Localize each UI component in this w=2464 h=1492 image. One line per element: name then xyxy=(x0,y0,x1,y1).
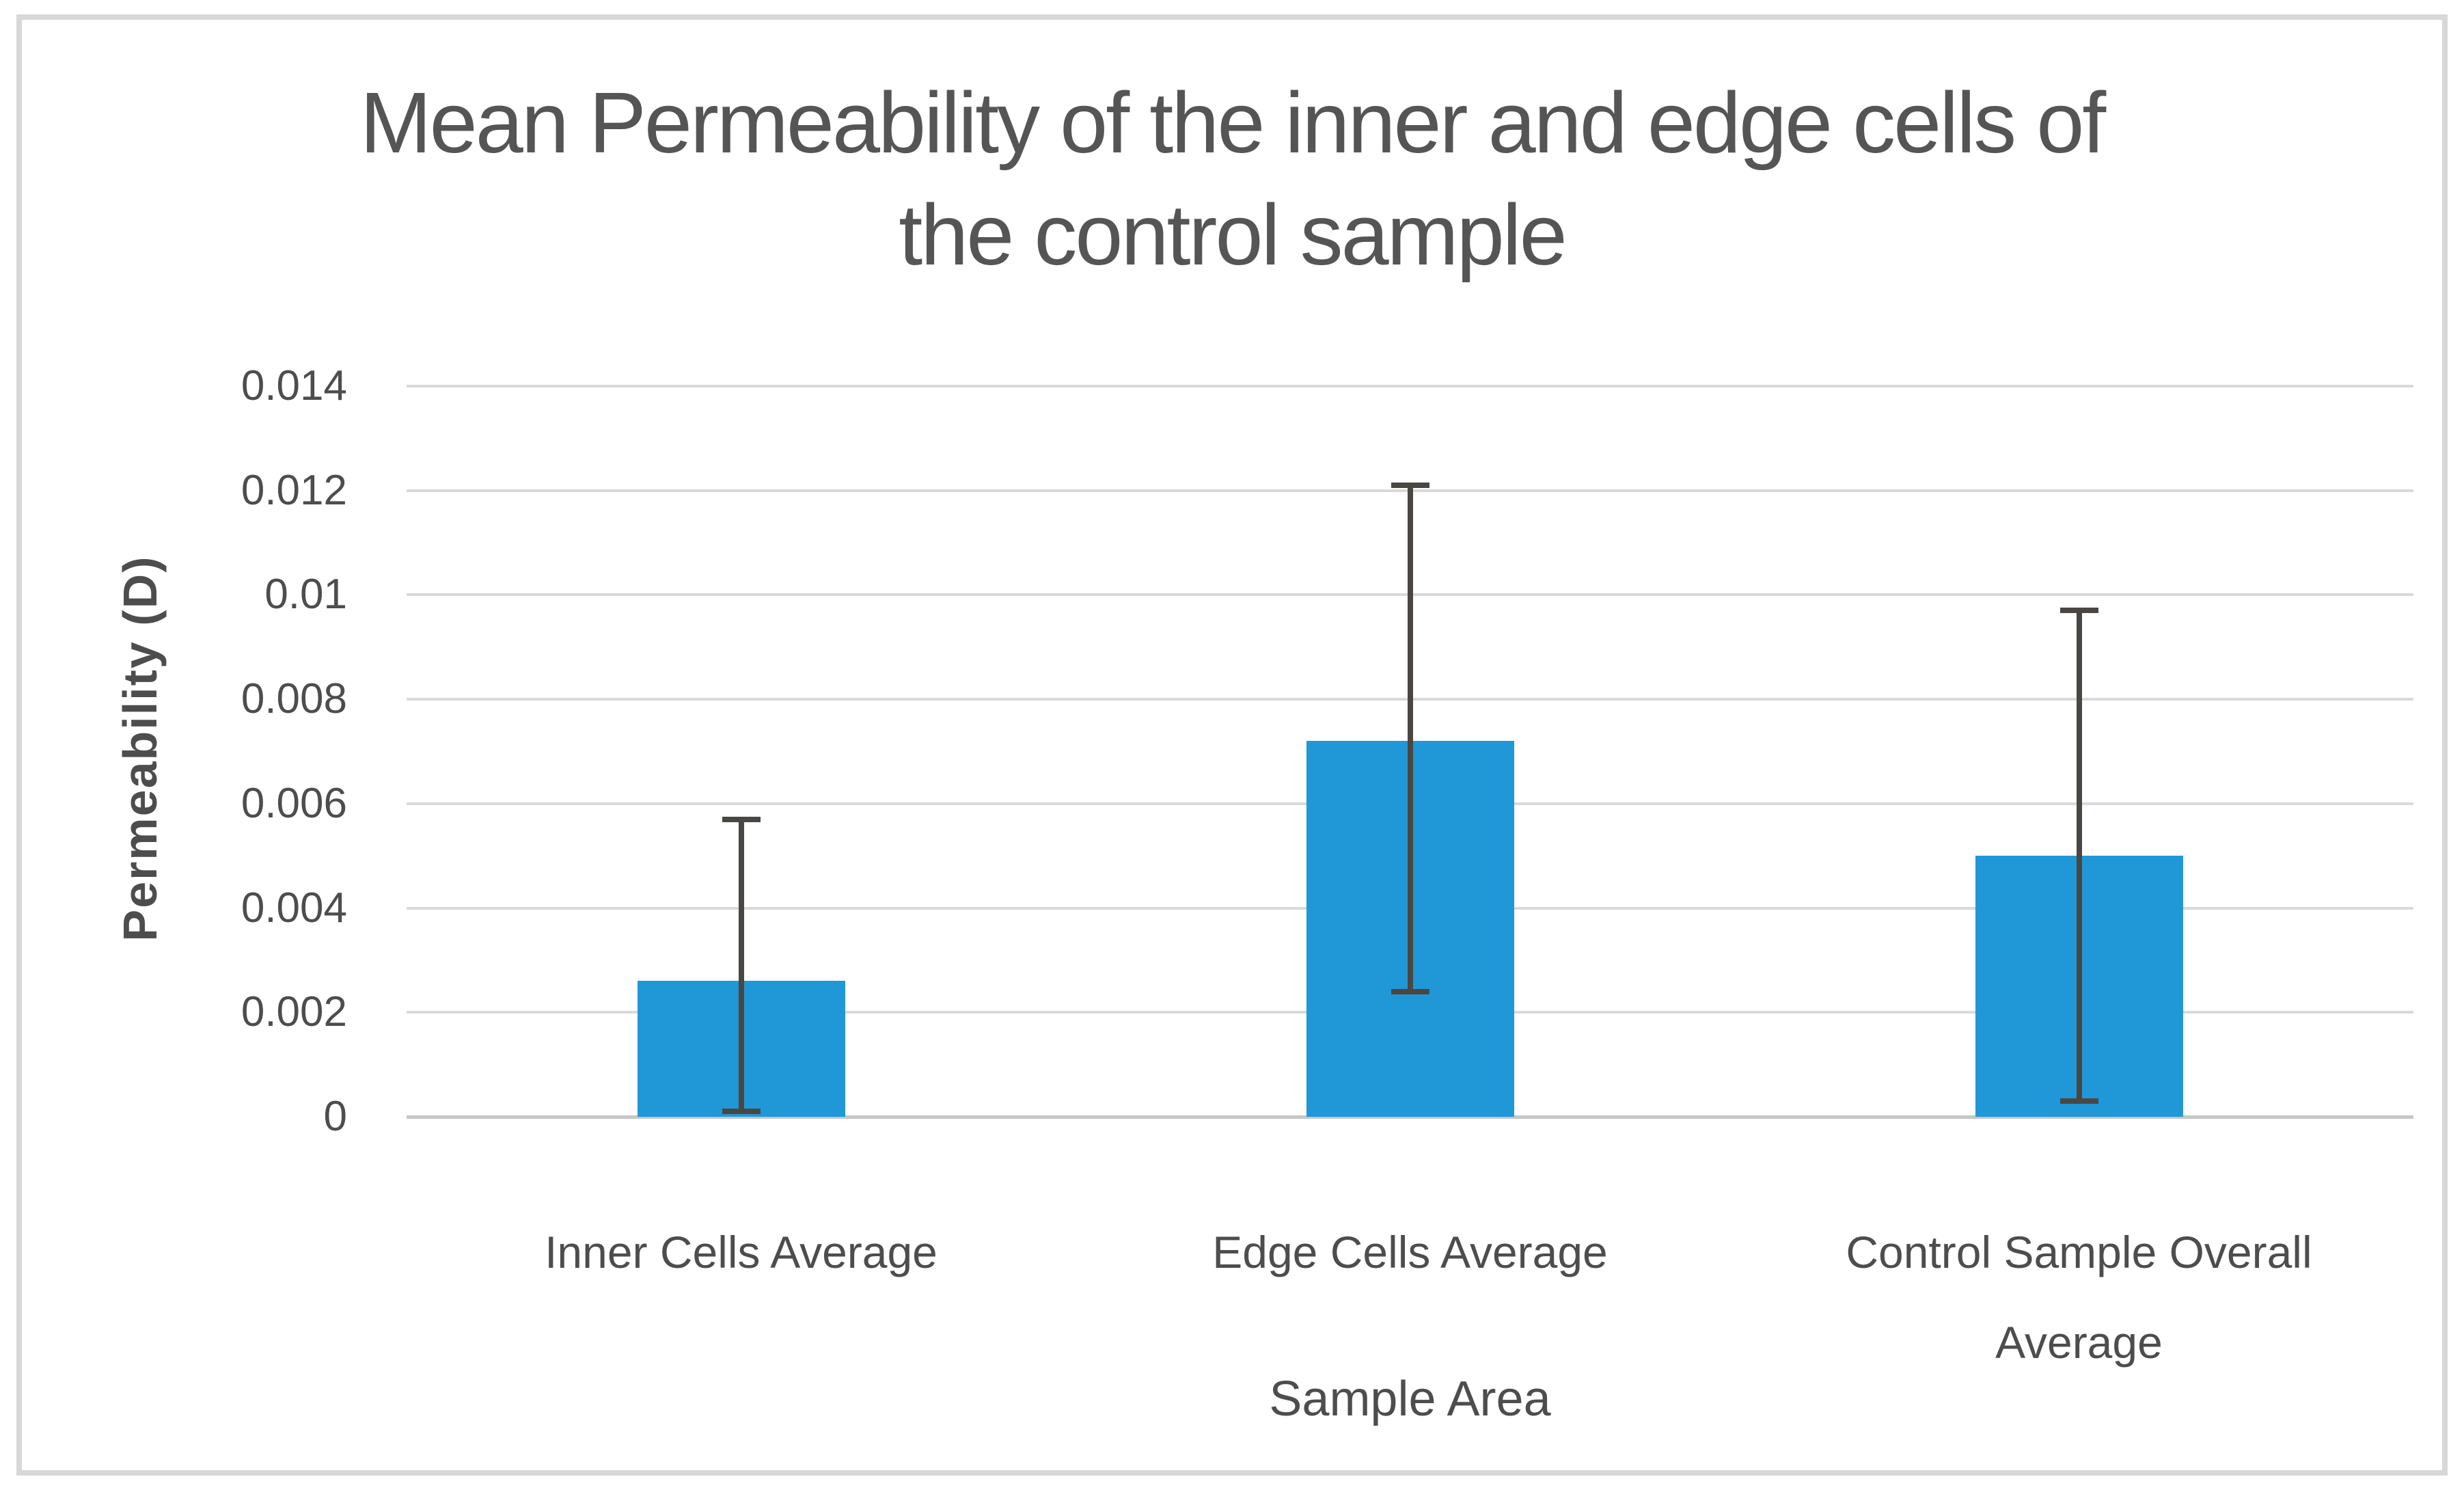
chart-frame-border xyxy=(16,14,2448,1476)
y-tick-label: 0.004 xyxy=(241,884,347,932)
y-tick-label: 0.006 xyxy=(241,779,347,827)
x-axis-line xyxy=(407,1115,2413,1119)
chart-title-line-2: the control sample xyxy=(899,186,1568,283)
y-tick-label: 0.01 xyxy=(264,571,347,619)
error-bar-cap-top-2 xyxy=(1391,483,1429,489)
error-bar-line-2 xyxy=(1407,485,1413,992)
error-bar-cap-bottom-3 xyxy=(2059,1098,2098,1104)
error-bar-cap-bottom-1 xyxy=(722,1109,761,1115)
x-axis-title: Sample Area xyxy=(1269,1372,1551,1426)
error-bar-cap-top-1 xyxy=(722,816,761,822)
y-tick-label: 0.012 xyxy=(241,466,347,514)
category-label-3: Control Sample Overall Average xyxy=(1846,1227,2312,1368)
error-bar-line-1 xyxy=(738,819,744,1112)
gridline xyxy=(407,385,2413,388)
error-bar-cap-bottom-2 xyxy=(1391,988,1429,994)
error-bar-line-3 xyxy=(2076,610,2082,1102)
error-bar-cap-top-3 xyxy=(2059,608,2098,614)
category-label-2: Edge Cells Average xyxy=(1212,1227,1608,1277)
y-tick-label: 0.008 xyxy=(241,675,347,723)
chart-title-line-1: Mean Permeability of the inner and edge … xyxy=(359,74,2107,171)
y-tick-label: 0.002 xyxy=(241,988,347,1036)
y-tick-label: 0.014 xyxy=(241,362,347,409)
chart-title: Mean Permeability of the inner and edge … xyxy=(0,67,2464,291)
y-tick-label: 0 xyxy=(323,1093,347,1140)
category-label-1: Inner Cells Average xyxy=(545,1227,937,1277)
